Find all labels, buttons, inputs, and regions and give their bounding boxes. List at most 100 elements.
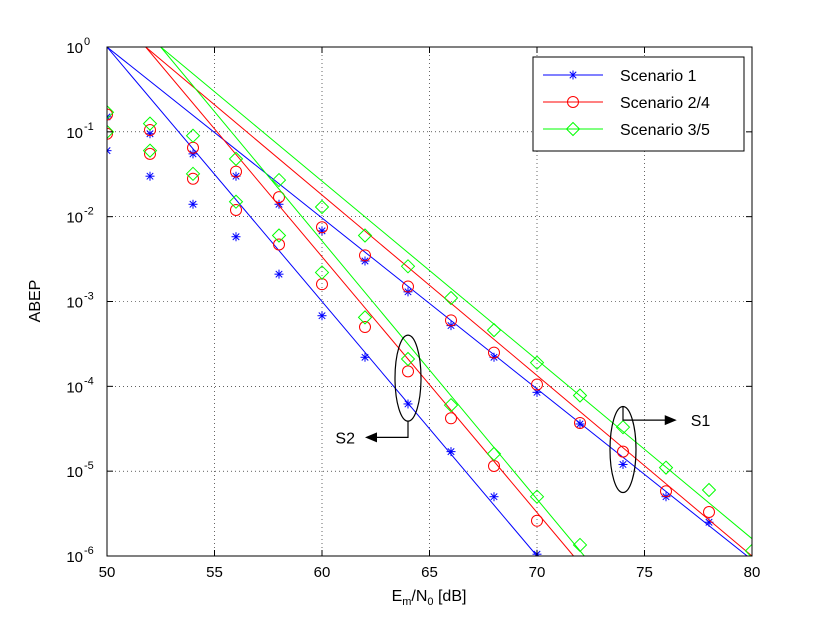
series-line	[160, 47, 585, 556]
marker-diamond	[744, 543, 752, 556]
marker-circle	[359, 321, 371, 334]
marker-asterisk	[568, 70, 578, 80]
annotation-arrow-line	[375, 421, 409, 439]
x-tick-label: 80	[744, 564, 761, 581]
marker-diamond	[228, 194, 244, 209]
marker-diamond	[314, 199, 330, 215]
series-line	[145, 47, 752, 556]
series-scenario-1	[107, 47, 748, 556]
series-line	[107, 47, 748, 556]
marker-asterisk	[188, 199, 198, 209]
marker-diamond	[443, 290, 459, 306]
marker-diamond	[142, 143, 158, 158]
x-tick-label: 50	[99, 564, 116, 581]
series-line	[107, 47, 538, 556]
x-axis-label: Em/N0 [dB]	[392, 588, 467, 608]
x-tick-label: 60	[314, 564, 331, 581]
annotation-s2: S2	[335, 334, 422, 447]
marker-diamond	[400, 351, 416, 367]
marker-diamond	[572, 537, 588, 553]
marker-diamond	[565, 121, 581, 137]
legend-item: Scenario 1	[543, 68, 697, 85]
series-layer	[107, 47, 752, 556]
annotation-s1: S1	[609, 405, 711, 494]
marker-circle	[531, 378, 543, 391]
annotation-arrow-line	[622, 406, 667, 421]
marker-diamond	[443, 397, 459, 413]
ticks: 50 55 60 65 70 75 8010010-110-210-310-410-510-…	[66, 36, 760, 581]
marker-diamond	[271, 172, 287, 188]
marker-asterisk	[274, 269, 284, 279]
legend-label: Scenario 1	[620, 68, 697, 85]
annotations: S1 S2	[335, 334, 711, 494]
marker-diamond	[314, 265, 330, 280]
marker-circle	[617, 445, 629, 458]
marker-circle	[107, 108, 113, 121]
marker-circle	[703, 506, 715, 519]
marker-asterisk	[360, 352, 370, 362]
marker-diamond	[357, 228, 373, 243]
legend: Scenario 1 Scenario 2/4 Scenario 3/5	[532, 56, 745, 152]
marker-asterisk	[107, 146, 112, 156]
annotation-arrowhead	[664, 415, 677, 426]
y-axis-label: ABEP	[27, 280, 44, 323]
marker-circle	[144, 124, 156, 137]
marker-circle	[316, 221, 328, 234]
x-tick-label: 75	[636, 564, 653, 581]
marker-diamond	[107, 105, 115, 120]
marker-circle	[567, 96, 579, 108]
marker-circle	[273, 191, 285, 204]
marker-asterisk	[489, 492, 499, 502]
marker-diamond	[185, 166, 201, 182]
marker-asterisk	[188, 149, 198, 159]
marker-diamond	[529, 355, 545, 370]
marker-diamond	[486, 322, 502, 338]
annotation-label: S2	[335, 430, 355, 447]
marker-asterisk	[231, 232, 241, 242]
marker-asterisk	[575, 419, 585, 429]
marker-diamond	[107, 124, 115, 140]
marker-diamond	[357, 310, 373, 325]
marker-diamond	[185, 128, 201, 143]
marker-asterisk	[403, 399, 413, 409]
marker-diamond	[486, 446, 502, 462]
marker-diamond	[271, 228, 287, 243]
marker-asterisk	[145, 171, 155, 181]
legend-item: Scenario 2/4	[543, 95, 710, 112]
marker-circle	[660, 485, 672, 498]
marker-circle	[402, 280, 414, 293]
marker-diamond	[572, 388, 588, 403]
marker-circle	[488, 346, 500, 359]
marker-diamond	[142, 116, 158, 131]
marker-circle	[107, 127, 113, 140]
x-tick-label: 55	[206, 564, 223, 581]
marker-circle	[359, 249, 371, 262]
legend-label: Scenario 3/5	[620, 122, 710, 139]
marker-circle	[230, 203, 242, 216]
legend-label: Scenario 2/4	[620, 95, 710, 112]
series-scenario-3-5	[107, 47, 752, 556]
x-tick-label: 70	[529, 564, 546, 581]
x-tick-label: 65	[421, 564, 438, 581]
marker-diamond	[658, 460, 674, 475]
marker-circle	[187, 172, 199, 185]
marker-circle	[445, 314, 457, 327]
marker-circle	[574, 416, 586, 429]
marker-diamond	[701, 482, 717, 498]
marker-diamond	[400, 259, 416, 274]
marker-asterisk	[317, 226, 327, 236]
marker-asterisk	[532, 387, 542, 397]
marker-diamond	[228, 151, 244, 167]
legend-item: Scenario 3/5	[543, 121, 710, 139]
annotation-arrowhead	[365, 432, 377, 443]
annotation-label: S1	[691, 413, 711, 430]
series-line	[160, 47, 752, 540]
marker-diamond	[529, 489, 545, 504]
marker-circle	[144, 147, 156, 160]
marker-asterisk	[317, 311, 327, 321]
marker-asterisk	[446, 447, 456, 457]
marker-diamond	[615, 419, 631, 435]
marker-circle	[273, 238, 285, 251]
marker-asterisk	[618, 459, 628, 469]
